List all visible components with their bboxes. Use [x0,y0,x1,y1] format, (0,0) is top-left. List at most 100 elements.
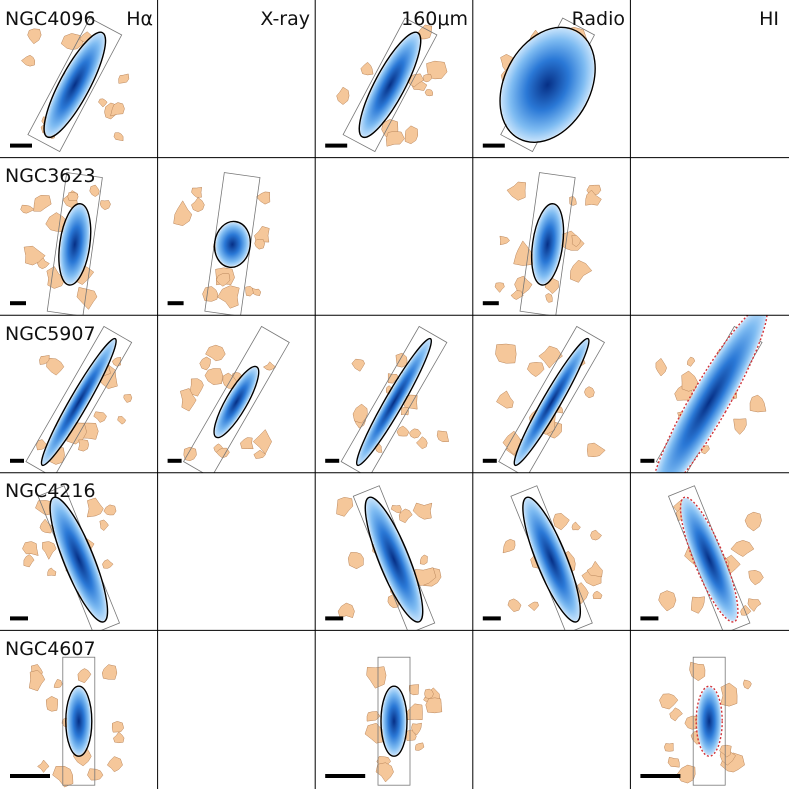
optical-contour [222,372,237,389]
optical-contour [113,731,125,744]
optical-contour [404,125,419,145]
panel-ngc5907-4 [640,315,768,473]
optical-contour [571,234,581,248]
panel-ngc4607-4 [640,656,752,786]
scale-bar [10,301,26,306]
slit-box [692,656,726,786]
optical-contour [584,386,595,399]
optical-contour [217,285,240,309]
emission-map [42,339,116,465]
emission-contour [650,315,768,473]
optical-contour [336,497,354,517]
optical-contour [202,286,219,302]
optical-contour [749,394,767,413]
slit-box [498,325,606,473]
optical-contour [336,86,350,105]
emission-contour [58,203,92,286]
optical-contour [36,439,48,451]
optical-contour [27,28,42,45]
optical-contour [89,184,100,197]
emission-contour [513,337,590,467]
optical-contour [552,513,570,531]
optical-contour [400,406,409,416]
emission-contour [380,685,408,757]
optical-contour [502,538,516,554]
optical-contour [60,33,84,50]
optical-contour [191,197,205,213]
optical-contour [111,721,124,733]
scale-bar [640,616,659,621]
emission-map [697,687,722,756]
panel-ngc4216-2 [325,485,442,631]
optical-contour [495,343,517,364]
optical-contour [347,552,364,570]
optical-contour [689,661,706,682]
emission-map [360,33,420,137]
scale-bar [325,774,366,778]
optical-contour [118,73,130,84]
row-label-ngc3623: NGC3623 [5,165,96,187]
optical-contour [112,357,122,367]
optical-contour [205,344,226,362]
optical-contour [215,447,230,459]
panels-layer [10,17,768,788]
emission-map [366,498,422,622]
emission-map [681,498,738,622]
slit-box [46,172,103,316]
optical-contour [527,601,539,612]
optical-contour [77,668,92,684]
scale-bar [10,616,28,621]
optical-contour [419,554,428,565]
optical-contour [499,235,510,246]
scale-bar [325,143,348,148]
slit-box [340,325,448,473]
optical-contour [86,497,104,518]
optical-contour [659,693,679,710]
optical-contour [199,356,211,371]
optical-contour [658,590,677,612]
optical-contour [21,54,36,67]
slit-box [342,17,438,153]
optical-contour [586,560,603,578]
optical-contour [215,273,231,287]
scale-bar [640,458,655,463]
scale-bar [482,301,499,306]
optical-contour [254,238,265,250]
col-label-hi: HI [759,8,779,30]
optical-contour [411,722,422,736]
optical-contour [180,388,197,412]
col-label-xray: X-ray [260,8,310,30]
optical-contour [701,445,710,455]
row-label-ngc4216: NGC4216 [5,480,96,502]
optical-contour [569,259,593,283]
optical-contour [681,370,699,392]
slit-box [25,325,133,473]
optical-contour [23,554,35,568]
optical-contour [53,678,63,688]
emission-contour [65,685,93,757]
optical-contour [110,102,125,117]
optical-contour [730,540,755,557]
optical-contour [256,191,271,205]
emission-map [357,339,431,465]
optical-contour [507,598,522,612]
optical-contour [20,204,35,214]
optical-contour [183,446,197,462]
optical-contour [416,436,428,450]
emission-map [44,33,105,137]
panel-ngc4216-3 [482,485,603,631]
emission-contour [695,685,723,757]
optical-contour [424,89,433,97]
optical-contour [415,742,425,751]
optical-contour [366,666,387,689]
optical-contour [98,98,108,108]
optical-contour [569,196,577,206]
panel-ngc5907-1 [167,325,290,473]
optical-contour [687,356,696,367]
optical-contour [571,521,581,531]
emission-contour [522,496,581,623]
emission-contour [358,31,422,139]
optical-contour [398,508,413,524]
optical-contour [251,288,262,296]
